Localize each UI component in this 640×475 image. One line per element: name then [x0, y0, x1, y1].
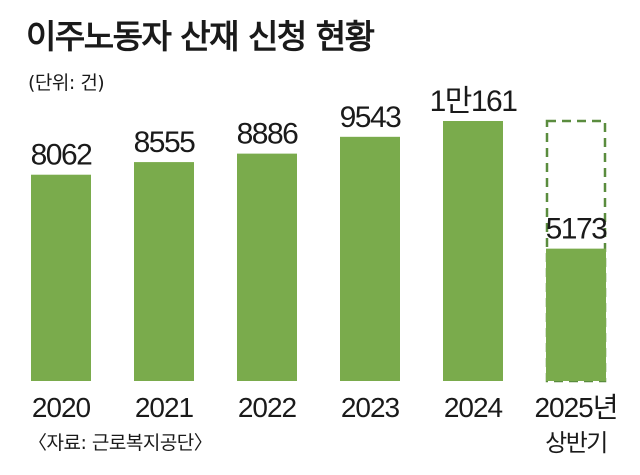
value-label-4: 1만161: [430, 85, 518, 118]
value-label-0: 8062: [31, 139, 93, 172]
unit-label: (단위: 건): [28, 72, 105, 94]
bar-4: [443, 121, 503, 381]
x-tick-label-5: 2025년: [534, 392, 617, 423]
bar-3: [340, 136, 400, 381]
x-tick-label-0: 2020: [32, 392, 91, 423]
x-tick-label-4: 2024: [444, 392, 503, 423]
value-label-2: 8886: [237, 118, 299, 151]
bar-1: [134, 162, 194, 381]
x-tick-label-5-line-1: 상반기: [545, 429, 607, 457]
x-tick-label-1: 2021: [135, 392, 194, 423]
bar-2: [237, 153, 297, 381]
value-label-3: 9543: [340, 101, 402, 134]
bar-5: [546, 248, 606, 381]
value-label-1: 8555: [134, 126, 196, 159]
x-tick-label-3: 2023: [341, 392, 400, 423]
value-label-5: 5173: [546, 213, 608, 246]
chart-title: 이주노동자 산재 신청 현황: [26, 17, 375, 56]
bar-0: [31, 174, 91, 381]
source-label: 〈자료: 근로복지공단〉: [28, 432, 213, 454]
x-tick-label-2: 2022: [238, 392, 297, 423]
